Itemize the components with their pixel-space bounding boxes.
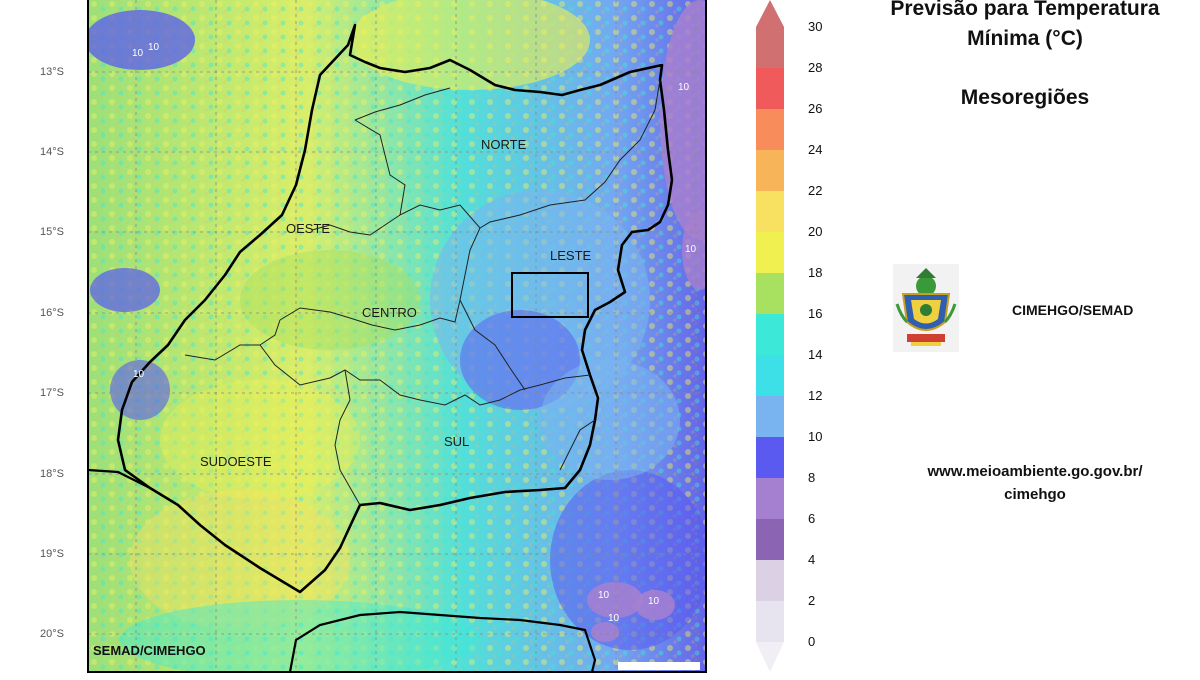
- map-credit-label: SEMAD/CIMEHGO: [93, 643, 206, 658]
- legend-color-band: [756, 232, 784, 273]
- temperature-map: NORTE OESTE LESTE CENTRO SUL SUDOESTE 10…: [87, 0, 707, 673]
- highlight-box: [511, 272, 589, 318]
- map-field: [88, 0, 706, 672]
- region-centro-label: CENTRO: [362, 305, 417, 320]
- legend-color-band: [756, 191, 784, 232]
- title-line-2: Mínima (°C): [967, 27, 1083, 50]
- contour-label: 10: [678, 82, 690, 93]
- legend-color-band: [756, 273, 784, 314]
- legend-tick-label: 12: [808, 388, 823, 403]
- legend-tick-label: 20: [808, 224, 823, 239]
- forecast-map-panel: NORTE OESTE LESTE CENTRO SUL SUDOESTE 10…: [40, 0, 707, 673]
- latitude-label: 15°S: [40, 226, 64, 238]
- legend-tick-label: 10: [808, 429, 823, 444]
- contour-label: 10: [598, 590, 610, 601]
- legend-color-band: [756, 396, 784, 437]
- legend-tick-label: 24: [808, 142, 823, 157]
- legend-tick-label: 26: [808, 101, 823, 116]
- region-sudoeste-label: SUDOESTE: [200, 454, 272, 469]
- legend-tick-label: 0: [808, 634, 816, 649]
- legend-tick-label: 8: [808, 470, 816, 485]
- legend-tick-label: 6: [808, 511, 816, 526]
- latitude-label: 16°S: [40, 307, 64, 319]
- mesoregion-borders: [184, 79, 661, 506]
- organization-label: CIMEHGO/SEMAD: [1012, 302, 1134, 318]
- legend-color-band: [756, 437, 784, 478]
- legend-tick-label: 2: [808, 593, 816, 608]
- legend-color-band: [756, 314, 784, 355]
- legend-color-band: [756, 519, 784, 560]
- subtitle: Mesoregiões: [960, 86, 1090, 109]
- legend-color-band: [756, 109, 784, 150]
- legend-tick-label: 30: [808, 19, 823, 34]
- legend-color-band: [756, 601, 784, 642]
- latitude-label: 14°S: [40, 146, 64, 158]
- legend-color-band: [756, 150, 784, 191]
- legend-color-band: [756, 27, 784, 68]
- legend-color-band: [756, 478, 784, 519]
- legend-color-band: [756, 355, 784, 396]
- website-link[interactable]: www.meioambiente.go.gov.br/ cimehgo: [880, 460, 1190, 506]
- coat-of-arms-logo: [893, 264, 959, 352]
- contour-label: 10: [132, 48, 144, 59]
- website-line-2: cimehgo: [1004, 486, 1066, 503]
- legend-tick-label: 16: [808, 306, 823, 321]
- legend-tick-label: 14: [808, 347, 823, 362]
- title-line-1: Previsão para Temperatura: [890, 0, 1160, 20]
- latitude-label: 13°S: [40, 66, 64, 78]
- legend-color-top: [756, 0, 784, 27]
- map-grid: [88, 0, 706, 672]
- website-line-1: www.meioambiente.go.gov.br/: [927, 463, 1143, 480]
- west-border: [87, 468, 151, 489]
- contour-label: 10: [133, 369, 145, 380]
- contour-label: 10: [648, 596, 660, 607]
- map-frame: [87, 0, 707, 673]
- region-norte-label: NORTE: [481, 137, 527, 152]
- scale-strip: [618, 662, 700, 670]
- legend-color-0: [756, 642, 784, 672]
- region-leste-label: LESTE: [550, 248, 592, 263]
- contour-label: 10: [608, 613, 620, 624]
- latitude-label: 20°S: [40, 628, 64, 640]
- south-border: [288, 610, 597, 673]
- legend-tick-label: 22: [808, 183, 823, 198]
- latitude-label: 19°S: [40, 548, 64, 560]
- region-sul-label: SUL: [444, 434, 469, 449]
- region-oeste-label: OESTE: [286, 221, 330, 236]
- legend-tick-label: 18: [808, 265, 823, 280]
- legend-tick-label: 28: [808, 60, 823, 75]
- state-border: [116, 23, 674, 594]
- latitude-label: 18°S: [40, 468, 64, 480]
- legend-color-band: [756, 560, 784, 601]
- contour-label: 10: [685, 244, 697, 255]
- color-legend: [756, 0, 784, 672]
- legend-tick-label: 4: [808, 552, 816, 567]
- contour-label: 10: [148, 42, 160, 53]
- legend-color-band: [756, 68, 784, 109]
- title-block: Previsão para Temperatura Mínima (°C): [850, 0, 1200, 54]
- latitude-label: 17°S: [40, 387, 64, 399]
